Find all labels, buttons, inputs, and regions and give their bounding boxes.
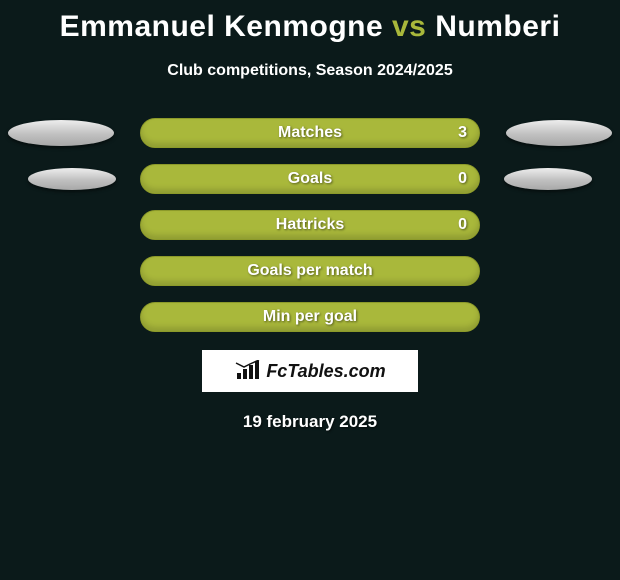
stat-right-value: 0 [458,216,467,234]
stat-right-value: 3 [458,124,467,142]
stat-row: Goals per match [0,256,620,286]
stats-rows: Matches 3 Goals 0 Hattricks 0 Goals per … [0,118,620,332]
player1-name: Emmanuel Kenmogne [60,10,384,43]
stat-label: Min per goal [263,308,357,326]
right-value-plate [506,120,612,146]
bar-chart-icon [234,360,262,382]
date-text: 19 february 2025 [0,412,620,432]
stat-bar: Matches 3 [140,118,480,148]
vs-text: vs [392,10,426,43]
left-value-plate [28,168,116,190]
stat-label: Matches [278,124,342,142]
stat-bar: Goals per match [140,256,480,286]
logo: FcTables.com [202,350,418,392]
stat-row: Min per goal [0,302,620,332]
comparison-card: Emmanuel Kenmogne vs Numberi Club compet… [0,0,620,580]
stat-right-value: 0 [458,170,467,188]
stat-row: Matches 3 [0,118,620,148]
left-value-plate [8,120,114,146]
stat-label: Goals per match [247,262,372,280]
stat-row: Hattricks 0 [0,210,620,240]
stat-row: Goals 0 [0,164,620,194]
right-value-plate [504,168,592,190]
subtitle: Club competitions, Season 2024/2025 [0,62,620,80]
stat-bar: Hattricks 0 [140,210,480,240]
logo-text: FcTables.com [266,361,385,382]
player2-name: Numberi [435,10,560,43]
stat-label: Goals [288,170,332,188]
stat-bar: Goals 0 [140,164,480,194]
stat-bar: Min per goal [140,302,480,332]
stat-label: Hattricks [276,216,344,234]
page-title: Emmanuel Kenmogne vs Numberi [0,0,620,44]
